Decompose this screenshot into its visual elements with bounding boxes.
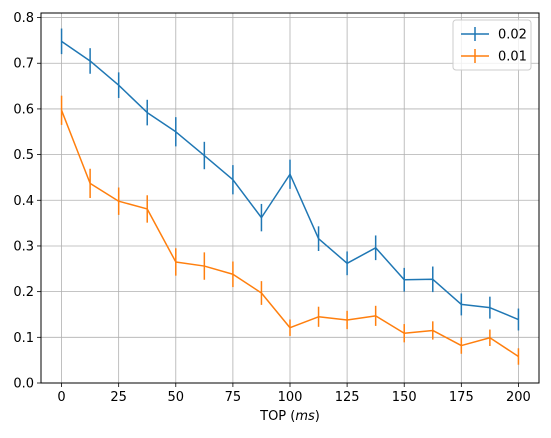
- x-tick-label: 75: [225, 390, 242, 405]
- y-tick-label: 0.8: [13, 11, 34, 26]
- legend: 0.02 0.01: [452, 19, 532, 71]
- x-axis-label-unit: ms: [295, 409, 315, 424]
- x-axis-label-prefix: TOP (: [259, 409, 295, 424]
- x-tick-label: 175: [449, 390, 474, 405]
- y-tick-label: 0.5: [13, 148, 34, 163]
- x-tick-label: 150: [392, 390, 417, 405]
- y-tick-label: 0.2: [13, 285, 34, 300]
- x-tick-label: 25: [110, 390, 127, 405]
- series-0.01: [60, 95, 520, 365]
- legend-label: 0.01: [498, 50, 527, 65]
- x-tick-label: 0: [57, 390, 65, 405]
- y-tick-label: 0.1: [13, 331, 34, 346]
- x-tick-label: 50: [168, 390, 185, 405]
- x-tick-label: 200: [506, 390, 531, 405]
- x-tick-label: 100: [278, 390, 303, 405]
- x-axis-label: TOP (ms): [259, 409, 320, 424]
- y-tick-label: 0.0: [13, 377, 34, 392]
- y-tick-label: 0.7: [13, 57, 34, 72]
- y-tick-label: 0.6: [13, 102, 34, 117]
- axis-ticks: 0 25 50 75 100 125 150 175 200 0.0 0.1 0.2 0.3 0.4 0.5…: [13, 11, 531, 405]
- series-0.02: [60, 28, 520, 331]
- series-layer: [60, 28, 520, 365]
- y-tick-label: 0.3: [13, 239, 34, 254]
- legend-box: [452, 19, 532, 71]
- legend-label: 0.02: [498, 28, 527, 43]
- x-tick-label: 125: [335, 390, 360, 405]
- y-tick-label: 0.4: [13, 194, 34, 209]
- grid-lines: [41, 13, 539, 384]
- x-axis-label-suffix: ): [315, 409, 320, 424]
